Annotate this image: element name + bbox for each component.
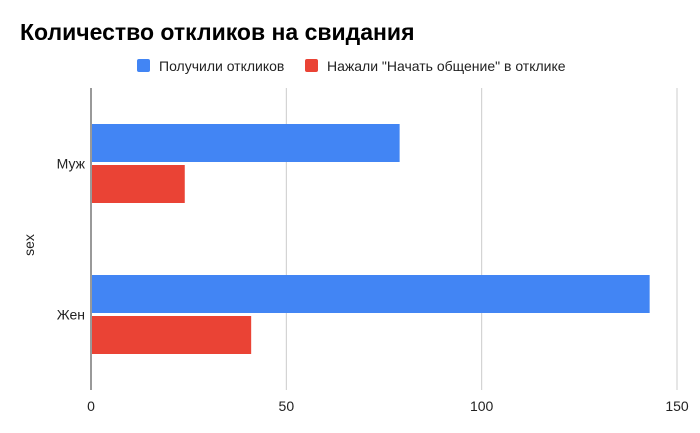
x-tick-label: 150 — [665, 398, 689, 414]
axes: 0 50 100 150 Муж Жен — [57, 88, 689, 414]
bar[interactable] — [92, 165, 185, 203]
x-tick-label: 50 — [279, 398, 295, 414]
legend-item[interactable]: Нажали "Начать общение" в отклике — [305, 58, 566, 74]
x-tick-label: 100 — [470, 398, 494, 414]
bar[interactable] — [92, 275, 650, 313]
legend-label: Нажали "Начать общение" в отклике — [327, 58, 566, 74]
legend: Получили откликов Нажали "Начать общение"… — [137, 58, 566, 74]
bars — [92, 124, 650, 354]
x-tick-label: 0 — [87, 398, 95, 414]
bar[interactable] — [92, 124, 400, 162]
legend-item[interactable]: Получили откликов — [137, 58, 284, 74]
chart-title: Количество откликов на свидания — [20, 19, 415, 45]
y-tick-label: Жен — [57, 307, 85, 323]
legend-swatch — [137, 59, 150, 72]
y-tick-label: Муж — [57, 156, 86, 172]
bar[interactable] — [92, 316, 252, 354]
legend-label: Получили откликов — [159, 58, 284, 74]
y-axis-title: sex — [21, 234, 37, 256]
legend-swatch — [305, 59, 318, 72]
